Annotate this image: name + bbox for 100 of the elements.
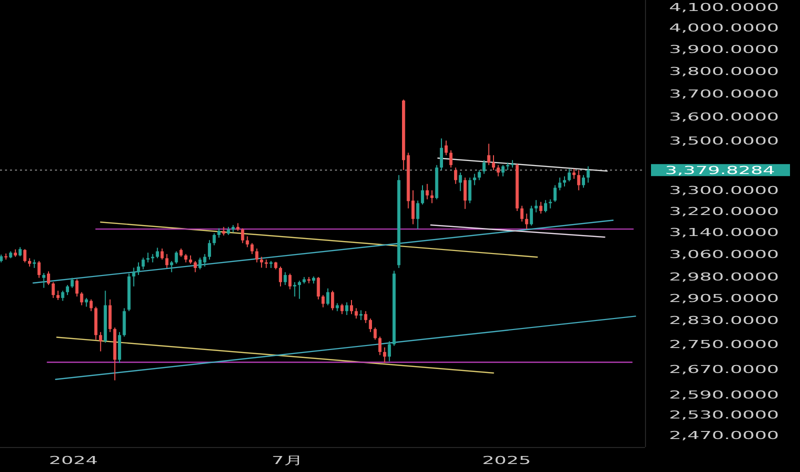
candlestick xyxy=(293,282,296,297)
candlestick xyxy=(122,308,126,338)
candlestick xyxy=(99,332,102,352)
y-tick-label: 3,060.0000 xyxy=(668,247,780,261)
candlestick xyxy=(288,273,292,290)
candlestick xyxy=(530,205,533,226)
candlestick xyxy=(298,280,301,300)
candlestick xyxy=(449,150,452,168)
candlestick xyxy=(70,277,74,288)
candlestick xyxy=(586,166,590,184)
candlestick xyxy=(316,276,320,300)
candlestick xyxy=(331,290,334,311)
candlestick xyxy=(160,248,164,260)
y-tick-label: 4,000.0000 xyxy=(668,21,780,34)
candlestick xyxy=(388,340,391,362)
candlestick xyxy=(501,164,505,177)
candlestick xyxy=(525,213,528,230)
candlestick xyxy=(142,257,145,270)
candlestick xyxy=(23,248,26,263)
candlestick xyxy=(322,294,325,308)
candlestick xyxy=(468,177,472,204)
y-tick-label: 2,830.0000 xyxy=(668,313,780,327)
candlestick xyxy=(430,190,434,204)
candlestick xyxy=(284,272,287,286)
candlestick xyxy=(553,184,557,202)
candlestick xyxy=(496,164,500,177)
candlestick xyxy=(544,200,548,213)
candlestick xyxy=(577,170,580,191)
candlestick xyxy=(37,260,41,278)
y-tick-label: 2,905.0000 xyxy=(668,291,780,305)
candlestick xyxy=(473,173,476,186)
y-tick-label: 2,470.0000 xyxy=(668,428,780,442)
candlestick xyxy=(56,290,60,300)
candlestick xyxy=(426,183,429,200)
candlestick xyxy=(90,298,93,312)
candlestick xyxy=(534,200,538,213)
x-tick-label: 2025 xyxy=(482,453,531,467)
candlestick xyxy=(250,242,254,255)
candlestick xyxy=(359,310,363,321)
candlestick xyxy=(75,278,78,297)
candlestick xyxy=(42,272,46,288)
candlestick xyxy=(482,160,486,174)
y-tick-label: 3,700.0000 xyxy=(668,87,780,100)
y-tick-label: 3,800.0000 xyxy=(668,64,780,78)
candlestick xyxy=(416,200,420,230)
y-tick-label: 3,600.0000 xyxy=(668,110,780,124)
candlestick xyxy=(246,236,249,248)
candlestick xyxy=(326,288,330,306)
candlestick xyxy=(420,184,424,205)
y-tick-label: 3,300.0000 xyxy=(668,184,780,197)
candlestick xyxy=(52,282,55,298)
y-tick-label: 3,900.0000 xyxy=(668,42,780,56)
y-tick-label: 3,140.0000 xyxy=(668,226,780,239)
candlestick xyxy=(18,246,22,257)
x-tick-label: 7月 xyxy=(272,453,304,467)
y-tick-label: 2,530.0000 xyxy=(668,408,780,422)
candlestick xyxy=(165,254,168,268)
candlestick xyxy=(520,205,524,222)
x-tick-label: 2024 xyxy=(48,453,98,467)
candlestick xyxy=(61,290,64,302)
candlestick xyxy=(492,154,496,171)
candlestick xyxy=(345,302,348,316)
candlestick xyxy=(378,336,382,356)
candlestick xyxy=(368,318,372,333)
candlestick xyxy=(255,248,258,263)
y-tick-label: 3,500.0000 xyxy=(668,134,780,148)
y-tick-label: 2,980.0000 xyxy=(668,270,780,284)
candlestick xyxy=(217,228,220,238)
candlestick xyxy=(194,260,197,273)
candlestick xyxy=(354,308,358,320)
candlestick xyxy=(212,232,216,246)
candlestick xyxy=(478,170,481,181)
candlestick xyxy=(146,252,150,263)
candlestick xyxy=(464,177,467,210)
candlestick xyxy=(260,256,264,268)
candlestick xyxy=(444,140,448,156)
candlestick xyxy=(558,177,562,191)
candlestick xyxy=(108,298,112,333)
candlestick xyxy=(458,172,462,192)
candlestick xyxy=(572,168,576,180)
candlestick xyxy=(132,267,136,287)
candlestick xyxy=(241,228,244,244)
y-tick-label: 2,750.0000 xyxy=(668,338,780,351)
candlestick xyxy=(454,167,458,184)
candlestick xyxy=(582,174,586,188)
y-tick-label: 3,220.0000 xyxy=(668,204,780,218)
candlestick xyxy=(539,201,542,214)
candlestick xyxy=(440,138,443,171)
candlestick xyxy=(568,168,571,182)
y-tick-label: 2,590.0000 xyxy=(668,388,780,402)
candlestick xyxy=(364,310,368,324)
candlestick xyxy=(487,143,490,166)
ref-line-label: 3,379.8284 xyxy=(664,163,776,177)
candlestick xyxy=(174,250,178,264)
candlestick xyxy=(383,346,386,364)
candlestick xyxy=(374,327,377,340)
candlestick xyxy=(278,266,282,287)
candlestick xyxy=(562,176,566,187)
candlestick xyxy=(136,262,140,276)
candlestick xyxy=(208,240,212,260)
